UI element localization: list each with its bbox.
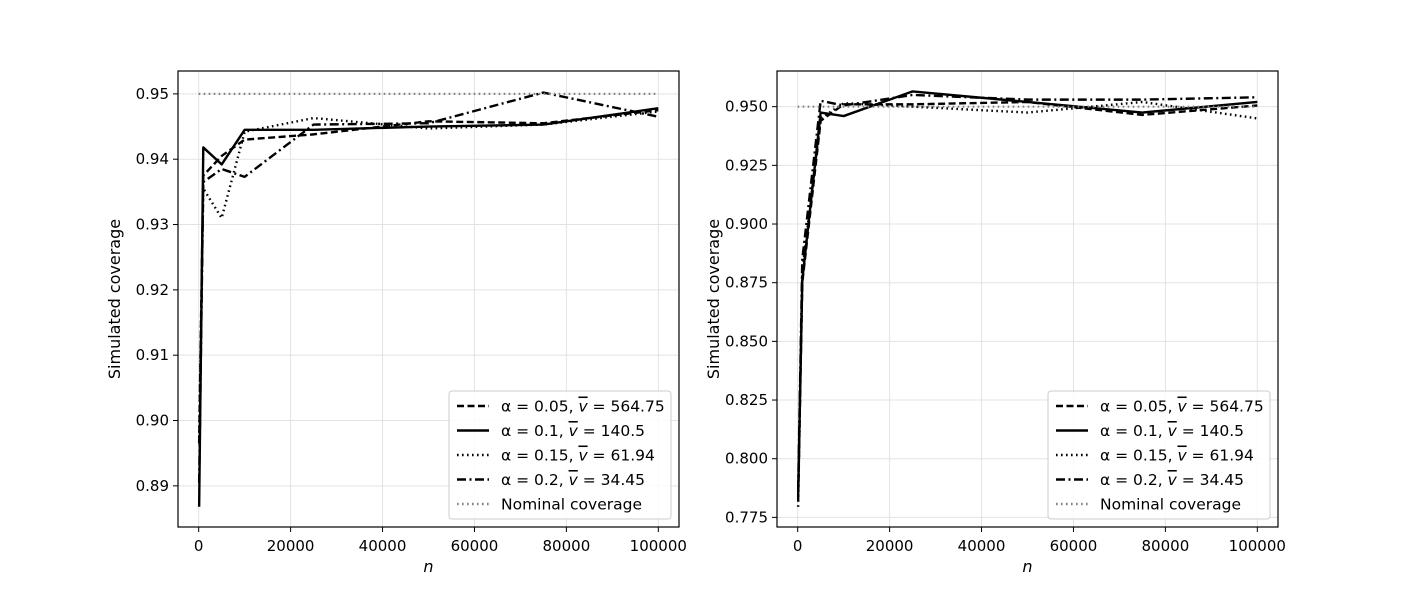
x-tick-label: 0: [194, 537, 204, 555]
legend-entry-3: α = 0.15, v = 61.94: [501, 447, 655, 465]
x-axis-label: n: [1022, 557, 1032, 576]
y-tick-label: 0.92: [136, 281, 169, 299]
x-tick-label: 20000: [866, 537, 914, 555]
x-tick-label: 100000: [630, 537, 687, 555]
series-line-2: [197, 107, 659, 507]
legend-entry-3: α = 0.15, v = 61.94: [1100, 447, 1254, 465]
legend-box: [1047, 390, 1271, 520]
chart-panel-2: 0 20000 40000 60000 80000 100000 0.775 0.800 0.8…: [704, 70, 1286, 576]
legend-entry-2: α = 0.1, v = 140.5: [501, 422, 645, 440]
x-tick-label: 80000: [1142, 537, 1190, 555]
x-tick-label: 40000: [359, 537, 407, 555]
y-tick-label: 0.900: [725, 215, 768, 233]
legend: α = 0.05, v = 564.75 α = 0.1, v = 140.5 α …: [1047, 390, 1271, 520]
x-tick-label: 60000: [451, 537, 499, 555]
series-line-4: [796, 93, 1258, 490]
legend-entry-2: α = 0.1, v = 140.5: [1100, 422, 1244, 440]
y-tick-label: 0.94: [136, 150, 169, 168]
y-tick-label: 0.90: [136, 412, 169, 430]
legend-entry-1: α = 0.05, v = 564.75: [1100, 398, 1264, 416]
series-group: [796, 90, 1258, 507]
series-line-1: [197, 109, 659, 444]
x-tick-label: 60000: [1050, 537, 1098, 555]
x-tick-label: 20000: [267, 537, 315, 555]
y-tick-label: 0.825: [725, 391, 768, 409]
y-tick-label: 0.95: [136, 85, 169, 103]
y-axis-label: Simulated coverage: [105, 219, 124, 379]
x-tick-label: 0: [793, 537, 803, 555]
legend-entry-5: Nominal coverage: [501, 496, 642, 514]
y-tick-label: 0.950: [725, 98, 768, 116]
y-tick-label: 0.875: [725, 274, 768, 292]
x-axis-label: n: [423, 557, 433, 576]
legend-entry-4: α = 0.2, v = 34.45: [1100, 471, 1244, 489]
legend-entry-4: α = 0.2, v = 34.45: [501, 471, 645, 489]
y-tick-label: 0.89: [136, 477, 169, 495]
y-tick-label: 0.850: [725, 332, 768, 350]
x-tick-label: 80000: [543, 537, 591, 555]
axes-frame: [177, 70, 680, 528]
y-tick-label: 0.800: [725, 450, 768, 468]
series-group: [197, 91, 659, 507]
axes-frame: [776, 70, 1279, 528]
y-tick-label: 0.775: [725, 508, 768, 526]
y-tick-label: 0.93: [136, 216, 169, 234]
chart-panel-1: 0 20000 40000 60000 80000 100000 0.89 0.90 0.91 0…: [105, 70, 687, 576]
legend-entry-5: Nominal coverage: [1100, 496, 1241, 514]
y-tick-label: 0.925: [725, 156, 768, 174]
legend: α = 0.05, v = 564.75 α = 0.1, v = 140.5 α …: [448, 390, 672, 520]
y-axis-label: Simulated coverage: [704, 219, 723, 379]
series-line-4: [197, 91, 659, 483]
legend-entry-1: α = 0.05, v = 564.75: [501, 398, 665, 416]
x-tick-label: 100000: [1229, 537, 1286, 555]
y-tick-label: 0.91: [136, 346, 169, 364]
legend-box: [448, 390, 672, 520]
x-tick-label: 40000: [958, 537, 1006, 555]
series-line-3: [796, 100, 1258, 507]
